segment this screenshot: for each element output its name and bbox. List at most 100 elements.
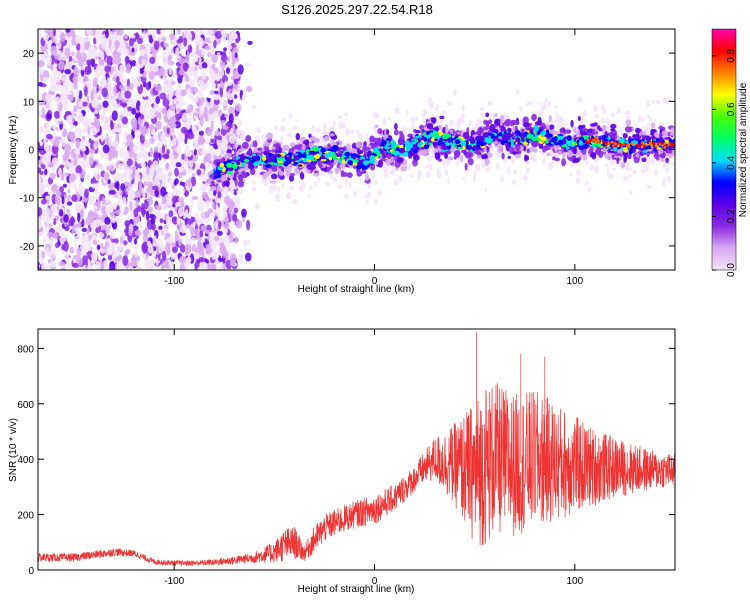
spectrogram-cell	[484, 187, 488, 192]
spectrogram-cell	[174, 167, 179, 177]
spectrogram-cell	[97, 232, 105, 239]
spectrogram-cell	[237, 83, 241, 94]
spectrogram-cell	[131, 255, 137, 267]
spectrogram-cell	[98, 58, 105, 67]
spectrogram-cell	[150, 218, 156, 225]
spectrogram-cell	[155, 120, 162, 130]
spectrogram-cell	[206, 60, 211, 65]
spectrogram-cell	[68, 94, 74, 101]
spectrogram-cell	[224, 80, 228, 91]
spectrogram-cell	[126, 168, 133, 175]
spectrogram-cell	[364, 146, 371, 151]
spectrogram-cell	[576, 168, 581, 176]
spectrogram-cell	[217, 109, 223, 117]
spectrogram-cell	[184, 209, 189, 218]
spectrogram-cell	[148, 124, 155, 131]
spectrogram-cell	[74, 121, 78, 127]
spectrogram-cell	[129, 201, 133, 212]
spectrogram-cell	[161, 250, 167, 262]
spectrogram-cell	[185, 133, 190, 140]
spectrogram-cell	[531, 113, 537, 122]
spectrogram-cell	[369, 135, 375, 143]
spectrogram-cell	[106, 165, 112, 171]
spectrogram-cell	[648, 116, 653, 123]
spectrogram-cell	[42, 77, 49, 83]
spectrogram-cell	[107, 82, 114, 92]
spectrogram-cell	[519, 117, 524, 122]
spectrogram-cell	[234, 236, 239, 244]
spectrogram-cell	[471, 121, 474, 126]
spectrogram-cell	[106, 77, 111, 83]
spectrogram-cell	[629, 190, 632, 195]
spectrogram-cell	[132, 144, 139, 152]
spectrogram-cell	[101, 224, 108, 231]
spectrogram-cell	[148, 36, 154, 44]
spectrogram-cell	[485, 166, 490, 172]
spectrogram-cell	[344, 177, 349, 186]
spectrogram-cell	[77, 221, 82, 229]
spectrogram-cell	[91, 57, 95, 68]
spectrogram-cell	[239, 129, 246, 134]
spectrogram-cell	[148, 70, 155, 80]
spectrogram-cell	[300, 182, 306, 190]
spectrogram-cell	[218, 257, 224, 263]
spectrogram-cell	[221, 101, 228, 106]
spectrogram-cell	[153, 71, 161, 76]
spectrogram-cell	[413, 129, 417, 133]
spectrogram-cell	[41, 251, 45, 259]
spectrogram-cell	[160, 186, 167, 197]
spectrogram-cell	[476, 154, 482, 159]
spectrogram-cell	[594, 113, 600, 120]
spectrogram-cell	[365, 133, 369, 140]
spectrogram-cell	[48, 223, 52, 228]
spectrogram-cell	[116, 265, 124, 270]
spectrogram-cell	[114, 238, 119, 244]
spectrogram-cell	[591, 152, 597, 160]
spectrogram-cell	[497, 145, 503, 153]
spectrogram-cell	[186, 31, 193, 43]
spectrogram-cell	[340, 170, 345, 178]
spectrogram-cell	[252, 105, 256, 110]
spectrogram-cell	[93, 219, 97, 230]
spectrogram-cell	[142, 88, 148, 98]
spectrogram-cell	[155, 205, 163, 211]
spectrogram-cell	[222, 125, 229, 130]
spectrogram-cell	[174, 229, 178, 237]
spectrogram-cell	[155, 84, 162, 92]
spectrogram-cell	[104, 172, 110, 181]
spectrogram-cell	[447, 156, 454, 161]
spectrogram-cell	[166, 199, 173, 206]
spectrogram-cell	[137, 267, 143, 270]
spectrogram-cell	[245, 239, 250, 246]
spectrogram-cell	[41, 198, 47, 205]
spectrogram-cell	[47, 152, 51, 164]
spectrogram-cell	[473, 175, 476, 183]
spectrogram-cell	[117, 45, 125, 54]
spectrogram-cell	[113, 31, 117, 40]
spectrogram-cell	[288, 175, 295, 182]
spectrogram-cell	[136, 152, 140, 162]
spectrogram-cell	[41, 158, 47, 164]
spectrogram-cell	[102, 100, 109, 109]
spectrogram-cell	[190, 176, 197, 187]
spectrogram-cell	[626, 109, 631, 116]
spectrogram-cell	[410, 117, 416, 126]
spectrogram-cell	[305, 169, 311, 174]
spectrogram-cell	[193, 70, 199, 82]
spectrogram-cell	[496, 162, 500, 170]
spectrogram-cell	[158, 225, 163, 230]
spectrogram-cell	[162, 138, 168, 146]
spectrogram-cell	[129, 189, 135, 200]
spectrogram-cell	[128, 37, 135, 47]
spectrogram-cell	[670, 127, 675, 135]
spectrogram-cell	[112, 175, 118, 181]
spectrogram-cell	[200, 203, 204, 213]
spectrogram-cell	[165, 260, 170, 269]
spectrogram-cell	[54, 195, 59, 204]
spectrogram-cell	[446, 150, 452, 155]
spectrogram-cell	[142, 107, 146, 116]
spectrogram-cell	[59, 186, 65, 193]
spectrogram-cell	[194, 212, 200, 220]
spectrogram-cell	[50, 76, 55, 85]
spectrogram-cell	[410, 174, 414, 178]
